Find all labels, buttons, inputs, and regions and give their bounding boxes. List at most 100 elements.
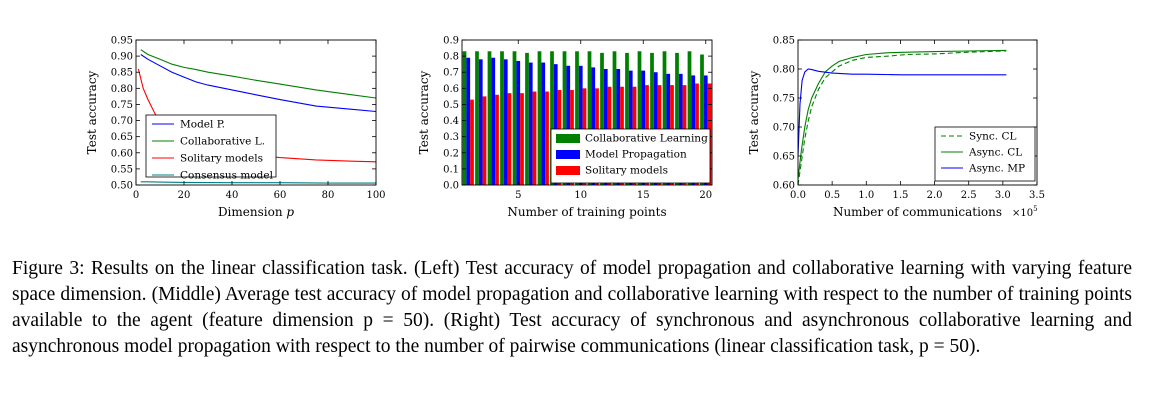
- series-line: [140, 54, 376, 113]
- x-tick-label: 15: [637, 190, 650, 201]
- plot-frame: [461, 39, 713, 186]
- x-scale-label: ×105: [1012, 205, 1038, 219]
- y-tick-label: 0.50: [111, 181, 133, 192]
- x-tick-label: 100: [366, 190, 385, 201]
- x-tick-label: 20: [699, 190, 712, 201]
- bar: [562, 51, 567, 185]
- bar: [500, 51, 504, 185]
- bar: [528, 62, 533, 185]
- y-tick-label: 0.55: [111, 164, 133, 175]
- series-line: [798, 49, 1007, 180]
- legend-label: Solitary models: [180, 153, 263, 165]
- y-tick-label: 0.75: [773, 94, 795, 105]
- bar: [675, 52, 679, 185]
- bar: [487, 51, 492, 185]
- legend-label: Solitary models: [585, 165, 668, 177]
- x-tick-label: 2.5: [961, 190, 977, 201]
- bar: [616, 69, 621, 185]
- series-line: [140, 181, 376, 184]
- x-tick-label: 60: [274, 190, 287, 201]
- legend-box: [145, 114, 277, 178]
- y-axis-label: Test accuracy: [85, 70, 99, 154]
- x-tick-label: 2.0: [927, 190, 943, 201]
- bar: [478, 59, 483, 185]
- x-tick-label: 3.0: [995, 190, 1011, 201]
- y-tick-label: 0.60: [111, 148, 133, 159]
- y-tick-label: 0.0: [443, 181, 459, 192]
- series-line: [798, 68, 1007, 157]
- x-tick-label: 3.5: [1029, 190, 1045, 201]
- left-chart: 0.50 0.55 0.60 0.65 0.70 0.75 0.80 0.85 0.90 0.95…: [85, 36, 386, 220]
- y-tick-label: 0.7: [443, 68, 459, 79]
- y-tick-label: 0.70: [111, 116, 133, 127]
- y-tick-label: 0.85: [111, 68, 133, 79]
- bar: [587, 51, 592, 185]
- legend-swatch: [556, 134, 580, 143]
- legend-swatch: [556, 150, 580, 159]
- plot-frame: [135, 39, 377, 186]
- y-tick-label: 0.4: [443, 116, 459, 127]
- y-tick-label: 0.60: [773, 181, 795, 192]
- legend: Sync. CL Async. CL Async. MP: [934, 126, 1036, 182]
- y-tick-label: 0.1: [443, 164, 459, 175]
- y-tick-label: 0.9: [443, 36, 459, 47]
- y-tick-label: 0.75: [111, 100, 133, 111]
- bar: [637, 51, 642, 185]
- legend-label: Model P.: [180, 119, 225, 131]
- x-axis-label: Number of training points: [507, 205, 666, 219]
- legend: Model P. Collaborative L. Solitary models C…: [145, 114, 277, 182]
- bar: [603, 69, 608, 185]
- middle-chart: 0.0 0.1 0.2 0.3 0.4 0.5 0.6 0.7 0.8 0.9 5 10 15 20 Num…: [417, 36, 713, 219]
- bar: [600, 52, 604, 185]
- y-tick-label: 0.95: [111, 36, 133, 47]
- legend-label: Async. CL: [968, 147, 1022, 159]
- legend-label: Async. MP: [968, 163, 1025, 175]
- x-tick-label: 1.0: [858, 190, 874, 201]
- y-tick-label: 0.3: [443, 132, 459, 143]
- x-tick-label: 0.5: [824, 190, 840, 201]
- y-tick-label: 0.85: [773, 36, 795, 47]
- y-tick-label: 0.70: [773, 123, 795, 134]
- bar: [507, 93, 512, 185]
- bar: [470, 99, 474, 185]
- x-tick-label: 40: [226, 190, 239, 201]
- y-axis-label: Test accuracy: [747, 70, 761, 154]
- x-tick-label: 0: [133, 190, 139, 201]
- x-tick-label: 10: [574, 190, 587, 201]
- x-tick-label: 5: [515, 190, 521, 201]
- y-axis-label: Test accuracy: [417, 70, 431, 154]
- bar: [641, 70, 646, 185]
- bar: [503, 59, 508, 185]
- x-tick-label: 20: [178, 190, 191, 201]
- legend-label: Consensus model: [180, 170, 274, 182]
- bar: [525, 52, 529, 185]
- legend-swatch: [556, 166, 580, 175]
- bar: [612, 51, 617, 185]
- bar: [578, 65, 583, 185]
- bar: [482, 96, 487, 185]
- bar: [532, 91, 537, 185]
- y-tick-label: 0.5: [443, 100, 459, 111]
- bar: [491, 57, 496, 185]
- y-tick-label: 0.6: [443, 84, 459, 95]
- x-tick-label: 1.5: [892, 190, 908, 201]
- bar: [575, 51, 579, 185]
- bar: [537, 51, 542, 185]
- y-tick-label: 0.8: [443, 52, 459, 63]
- bar: [650, 52, 654, 185]
- bar: [625, 52, 629, 185]
- bar: [466, 57, 471, 185]
- bar: [516, 60, 521, 185]
- bar: [550, 51, 554, 185]
- bar: [662, 51, 667, 185]
- plot-frame: [797, 39, 1038, 186]
- bar: [591, 67, 596, 185]
- right-chart: 0.60 0.65 0.70 0.75 0.80 0.85 0.0 0.5 1.0 1.5 2.0 2…: [747, 36, 1045, 220]
- figure-caption: Figure 3: Results on the linear classifi…: [12, 258, 1132, 357]
- x-axis-label: Number of communications: [833, 205, 1002, 219]
- bar: [495, 94, 499, 185]
- bar: [553, 64, 558, 185]
- bar: [520, 93, 524, 185]
- y-tick-label: 0.80: [773, 65, 795, 76]
- legend-label: Collaborative L.: [180, 136, 265, 148]
